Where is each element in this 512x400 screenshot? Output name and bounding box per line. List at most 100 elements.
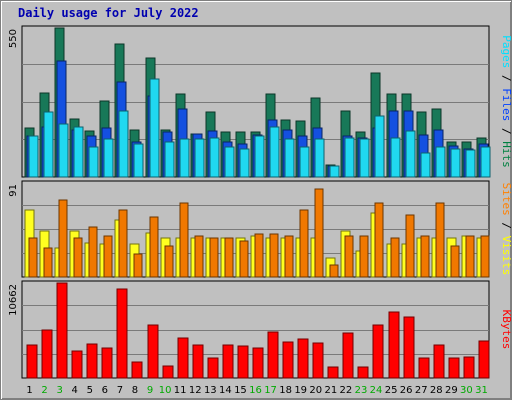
bar-kbytes-day-20 <box>312 342 324 379</box>
x-tick-label: 25 <box>385 385 398 396</box>
bar-kbytes-day-19 <box>297 338 309 379</box>
legend-visits-sites: Sites / Visits <box>500 183 512 276</box>
bar-sites-day-19 <box>299 209 309 278</box>
y-max-label: 91 <box>8 184 19 197</box>
bar-pages-day-3 <box>58 123 69 178</box>
bar-sites-day-25 <box>390 237 400 278</box>
bar-kbytes-day-24 <box>372 324 384 379</box>
bar-pages-day-17 <box>269 126 280 178</box>
chart-title: Daily usage for July 2022 <box>18 6 199 20</box>
bar-kbytes-day-10 <box>162 365 174 379</box>
bar-sites-day-1 <box>28 237 38 278</box>
bar-pages-day-13 <box>209 137 220 178</box>
x-tick-label: 5 <box>87 385 93 396</box>
bar-sites-day-29 <box>450 245 460 278</box>
bar-sites-day-26 <box>405 214 415 278</box>
bar-kbytes-day-12 <box>192 344 204 379</box>
x-tick-label: 27 <box>415 385 428 396</box>
bar-pages-day-10 <box>164 141 175 178</box>
legend-separator: / <box>500 68 512 88</box>
x-tick-label: 2 <box>41 385 47 396</box>
y-max-label: 10662 <box>8 284 19 316</box>
bar-sites-day-24 <box>374 202 384 278</box>
bar-kbytes-day-26 <box>403 316 415 379</box>
bar-kbytes-day-29 <box>448 357 460 379</box>
bar-pages-day-31 <box>480 146 491 178</box>
x-tick-label: 21 <box>324 385 337 396</box>
x-tick-label: 16 <box>249 385 262 396</box>
legend-separator: / <box>500 216 512 236</box>
bar-pages-day-1 <box>28 135 39 178</box>
bar-sites-day-28 <box>435 202 445 278</box>
bar-sites-day-12 <box>194 235 204 278</box>
bar-pages-day-22 <box>344 137 355 178</box>
x-tick-label: 4 <box>72 385 78 396</box>
x-tick-label: 28 <box>430 385 443 396</box>
x-tick-label: 9 <box>147 385 153 396</box>
bar-pages-day-9 <box>149 78 160 178</box>
bar-kbytes-day-28 <box>433 344 445 379</box>
x-tick-label: 30 <box>460 385 473 396</box>
bar-sites-day-20 <box>314 188 324 278</box>
bar-sites-day-2 <box>43 247 53 278</box>
bar-sites-day-22 <box>344 235 354 278</box>
bar-pages-day-6 <box>103 138 114 178</box>
x-tick-label: 23 <box>355 385 368 396</box>
legend-item-visits: Visits <box>500 236 512 276</box>
bar-pages-day-8 <box>133 143 144 178</box>
x-tick-label: 7 <box>117 385 123 396</box>
bar-sites-day-14 <box>224 237 234 278</box>
x-tick-label: 31 <box>475 385 488 396</box>
bar-kbytes-day-2 <box>41 329 53 379</box>
bar-pages-day-12 <box>194 138 205 178</box>
bar-sites-day-10 <box>164 245 174 278</box>
bar-pages-day-16 <box>254 135 265 178</box>
bar-pages-day-5 <box>88 146 99 178</box>
bar-kbytes-day-23 <box>357 366 369 379</box>
x-tick-label: 1 <box>26 385 32 396</box>
bar-pages-day-24 <box>374 115 385 178</box>
bar-kbytes-day-4 <box>71 350 83 379</box>
bar-sites-day-23 <box>359 235 369 278</box>
bar-kbytes-day-25 <box>388 311 400 379</box>
bar-sites-day-30 <box>465 235 475 278</box>
bar-sites-day-16 <box>254 233 264 278</box>
bar-sites-day-6 <box>103 235 113 278</box>
y-max-label: 550 <box>8 29 19 48</box>
bar-sites-day-18 <box>284 235 294 278</box>
x-tick-label: 10 <box>159 385 172 396</box>
bar-kbytes-day-16 <box>252 347 264 379</box>
legend-item-files: Files <box>500 88 512 121</box>
bar-pages-day-20 <box>314 138 325 178</box>
bar-kbytes-day-6 <box>101 347 113 379</box>
bar-kbytes-day-5 <box>86 343 98 379</box>
bar-pages-day-14 <box>224 146 235 178</box>
bar-kbytes-day-15 <box>237 345 249 379</box>
bar-sites-day-31 <box>480 235 490 278</box>
x-tick-label: 18 <box>279 385 292 396</box>
bar-kbytes-day-17 <box>267 331 279 379</box>
bar-pages-day-18 <box>284 138 295 178</box>
bar-pages-day-25 <box>390 137 401 178</box>
bar-pages-day-2 <box>43 111 54 178</box>
x-tick-label: 17 <box>264 385 277 396</box>
bar-sites-day-13 <box>209 237 219 278</box>
x-tick-label: 19 <box>294 385 307 396</box>
x-tick-label: 26 <box>400 385 413 396</box>
bar-pages-day-4 <box>73 126 84 178</box>
bar-pages-day-19 <box>299 146 310 178</box>
bar-sites-day-5 <box>88 226 98 278</box>
bar-sites-day-15 <box>239 240 249 278</box>
bar-kbytes-day-27 <box>418 357 430 379</box>
bar-sites-day-8 <box>133 253 143 278</box>
x-tick-label: 24 <box>370 385 383 396</box>
bar-kbytes-day-18 <box>282 341 294 379</box>
bar-sites-day-3 <box>58 199 68 278</box>
legend-kbytes: KBytes <box>500 310 512 350</box>
bar-kbytes-day-11 <box>177 337 189 379</box>
x-tick-label: 14 <box>219 385 232 396</box>
bar-sites-day-4 <box>73 237 83 278</box>
x-tick-label: 8 <box>132 385 138 396</box>
bar-kbytes-day-21 <box>327 366 339 379</box>
